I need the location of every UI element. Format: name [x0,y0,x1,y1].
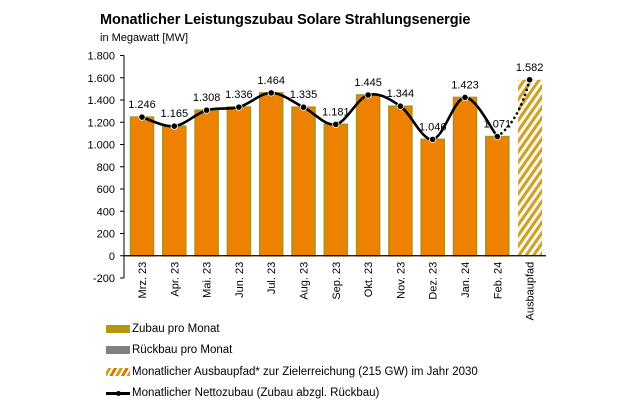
data-label: 1.445 [354,77,382,89]
bar-zubau [258,92,284,257]
data-label: 1.246 [128,99,156,111]
net-line-marker [267,89,275,97]
legend-label: Rückbau pro Monat [132,344,233,357]
category-label: Mai. 23 [202,262,214,298]
bar-zubau [291,106,316,257]
bar-zubau [452,96,478,257]
net-line-dotted [496,78,531,138]
chart-subtitle: in Megawatt [MW] [100,32,189,44]
bar-ausbaupfad [518,79,543,256]
y-axis: -200 0 200 400 600 800 1.000 1.200 1.400 1.600 1.8… [87,51,125,285]
data-label: 1.308 [193,92,221,104]
data-label: 1.582 [516,62,544,74]
net-line-marker [493,133,501,141]
legend: Zubau pro Monat Rückbau pro Monat Monatl… [106,318,478,404]
category-label: Sep. 23 [331,262,343,300]
line-marker-icon [106,389,130,397]
bar-zubau [162,125,187,257]
net-line-marker [138,113,146,121]
data-label: 1.071 [484,119,512,131]
legend-item-zubau: Zubau pro Monat [106,318,478,340]
data-label: 1.464 [257,75,285,87]
category-labels: Mrz. 23 Apr. 23 Mai. 23 Jun. 23 Jul. 23 Aug. … [137,262,537,321]
bar-zubau [388,105,413,257]
rueckbau-swatch-icon [106,346,130,355]
bar-zubau [226,106,252,257]
data-label: 1.336 [225,89,253,101]
legend-item-nettozubau: Monatlicher Nettozubau (Zubau abzgl. Rüc… [106,383,478,405]
category-label: Feb. 24 [492,262,504,299]
legend-label: Monatlicher Ausbaupfad* zur Zielerreichu… [132,365,478,378]
category-label: Nov. 23 [395,262,407,299]
chart-title: Monatlicher Leistungszubau Solare Strahl… [100,12,471,28]
y-tick-label: 800 [97,162,115,174]
y-tick-label: 1.400 [87,95,115,107]
legend-label: Monatlicher Nettozubau (Zubau abzgl. Rüc… [132,387,380,400]
net-line [138,76,534,143]
net-line-marker [396,102,404,110]
zubau-swatch-icon [106,324,130,333]
bar-zubau [484,135,510,257]
net-line-marker [170,122,178,130]
data-label: 1.344 [387,88,415,100]
data-label: 1.165 [161,108,189,120]
category-label: Jul. 23 [266,262,278,294]
legend-label: Zubau pro Monat [132,322,220,335]
y-tick-label: 1.600 [87,73,115,85]
bar-zubau [129,116,155,257]
bar-zubau [355,94,381,257]
y-tick-label: 600 [97,184,115,196]
net-line-marker [429,135,437,143]
net-line-marker [299,103,308,111]
data-labels: 1.246 1.165 1.308 1.336 1.464 1.335 1.181 1.445… [128,62,543,134]
data-label: 1.046 [419,121,447,133]
net-line-marker [235,103,243,111]
y-tick-label: 1.800 [87,51,115,63]
hatch-swatch-icon [106,367,130,376]
legend-item-ausbaupfad: Monatlicher Ausbaupfad* zur Zielerreichu… [106,361,478,383]
y-tick-label: -200 [93,273,115,285]
net-line-marker [203,106,211,114]
y-tick-label: 1.200 [87,117,115,129]
category-label: Ausbaupfad [525,262,537,321]
net-line-marker [364,91,372,99]
category-label: Apr. 23 [169,262,181,297]
y-tick-label: 0 [109,251,115,263]
bar-zubau [323,123,349,257]
net-line-marker [332,120,340,128]
data-label: 1.423 [451,79,479,91]
bar-zubau [194,109,219,257]
y-tick-label: 1.000 [87,140,115,152]
category-label: Dez. 23 [428,262,440,300]
y-tick-label: 400 [97,206,115,218]
category-label: Jun. 23 [234,262,246,298]
category-label: Mrz. 23 [137,262,149,299]
data-label: 1.181 [322,106,350,118]
net-line-marker [461,93,469,102]
category-label: Okt. 23 [363,262,375,297]
data-label: 1.335 [290,89,318,101]
net-line-marker [525,76,534,84]
legend-item-rueckbau: Rückbau pro Monat [106,340,478,362]
y-tick-label: 200 [97,229,115,241]
category-label: Aug. 23 [299,262,311,300]
category-label: Jan. 24 [460,262,472,298]
bar-zubau [420,138,446,257]
